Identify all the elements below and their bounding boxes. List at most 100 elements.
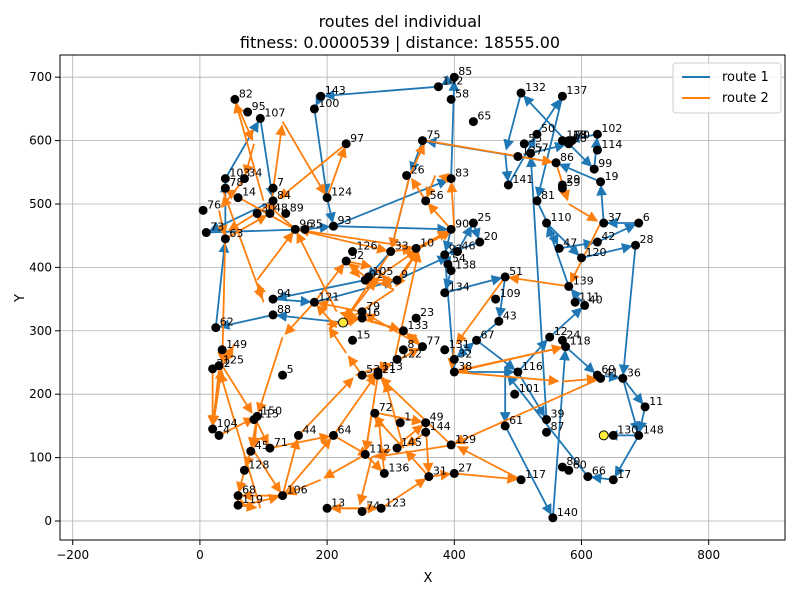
route-segment	[328, 326, 347, 354]
node-point	[446, 266, 456, 276]
node-label: 71	[274, 436, 288, 449]
node-label: 94	[277, 287, 291, 300]
node-point	[255, 113, 265, 123]
route-segment	[275, 279, 366, 302]
y-tick-label: 200	[29, 387, 52, 401]
node-label: 27	[458, 461, 472, 474]
node-label: 105	[372, 265, 393, 278]
node-label: 74	[366, 499, 380, 512]
route-segment	[285, 478, 322, 496]
node-label: 75	[427, 129, 441, 142]
node-label: 49	[430, 411, 444, 424]
route-segment	[313, 108, 331, 195]
node-label: 43	[503, 309, 517, 322]
node-point	[214, 361, 224, 371]
node-point	[452, 247, 462, 257]
node-label: 54	[452, 252, 466, 265]
node-label: 88	[277, 303, 291, 316]
node-point	[220, 183, 230, 193]
node-label: 25	[477, 211, 491, 224]
y-axis-label: Y	[13, 294, 28, 303]
node-label: 58	[455, 87, 469, 100]
plot-frame	[59, 54, 786, 541]
node-label: 114	[601, 138, 622, 151]
node-point	[300, 224, 310, 234]
route-segment	[405, 450, 430, 478]
node-point	[341, 139, 351, 149]
route-segment	[344, 251, 392, 321]
node-label: 142	[442, 75, 463, 88]
route-segment	[296, 231, 338, 313]
node-label: 63	[229, 227, 243, 240]
node-label: 121	[318, 290, 339, 303]
node-point	[640, 402, 650, 412]
node-label: 79	[366, 300, 380, 313]
node-point	[243, 107, 253, 117]
node-point	[322, 193, 332, 203]
node-point	[233, 193, 243, 203]
node-point	[309, 104, 319, 114]
route-segment	[569, 222, 602, 284]
route-segment	[357, 457, 373, 506]
route-segment	[457, 345, 566, 375]
node-label: 26	[411, 163, 425, 176]
node-label: 139	[573, 274, 594, 287]
route-segment	[275, 311, 344, 324]
node-point	[446, 94, 456, 104]
node-label: 130	[617, 423, 638, 436]
node-point	[392, 443, 402, 453]
route-segment	[269, 432, 331, 449]
route-segment	[362, 413, 373, 452]
node-point	[376, 503, 386, 513]
node-label: 11	[649, 395, 663, 408]
node-label: 4	[223, 423, 230, 436]
node-label: 108	[566, 129, 587, 142]
node-point	[322, 503, 332, 513]
route-segment	[504, 425, 552, 516]
node-point	[576, 253, 586, 263]
node-label: 110	[551, 211, 572, 224]
node-label: 83	[455, 167, 469, 180]
node-point	[580, 300, 590, 310]
node-label: 61	[509, 414, 523, 427]
route-segment	[323, 453, 366, 479]
route-segment	[281, 437, 332, 497]
node-point	[468, 218, 478, 228]
node-point	[357, 307, 367, 317]
node-point	[542, 427, 552, 437]
node-label: 131	[449, 338, 470, 351]
node-point	[233, 500, 243, 510]
route-segment	[393, 251, 422, 363]
node-point	[357, 370, 367, 380]
node-point	[239, 465, 249, 475]
route-segment	[234, 99, 254, 142]
route-segment	[523, 95, 567, 142]
route-segment	[332, 374, 377, 436]
route-segment	[551, 349, 570, 518]
node-label: 129	[455, 433, 476, 446]
node-label: 133	[407, 319, 428, 332]
route-segment	[596, 184, 608, 224]
node-point	[220, 174, 230, 184]
route-segment	[503, 92, 522, 151]
node-label: 78	[229, 176, 243, 189]
node-label: 47	[563, 236, 577, 249]
node-point	[468, 117, 478, 127]
route-segment	[227, 200, 277, 232]
node-point	[211, 323, 221, 333]
node-point	[265, 208, 275, 218]
route-segment	[333, 223, 449, 235]
node-label: 46	[461, 240, 475, 253]
node-point	[564, 281, 574, 291]
route-segment	[517, 339, 548, 373]
node-point	[398, 345, 408, 355]
node-label: 124	[331, 186, 352, 199]
route-segment	[455, 276, 506, 345]
x-axis-label: X	[424, 571, 433, 586]
route-segment	[562, 374, 598, 385]
node-label: 87	[551, 420, 565, 433]
y-tick-label: 100	[29, 451, 52, 465]
node-point	[201, 228, 211, 238]
node-point	[357, 313, 367, 323]
node-label: 21	[382, 363, 396, 376]
